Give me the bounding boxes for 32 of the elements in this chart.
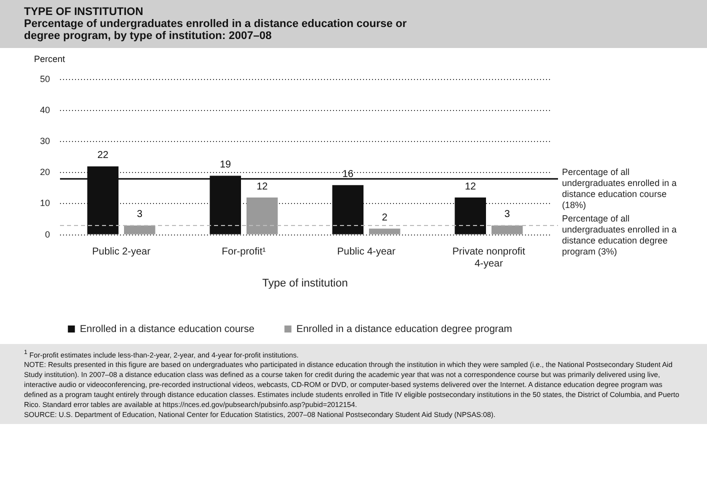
x-axis-title: Type of institution: [262, 277, 348, 290]
data-label: 16: [342, 168, 354, 180]
y-tick-label: 30: [40, 136, 50, 146]
y-tick-label: 50: [40, 74, 50, 84]
y-tick-label: 0: [44, 229, 50, 240]
chart-subtitle: Percentage of undergraduates enrolled in a distance education course or degree program, by type of institution: 2007–08: [24, 18, 408, 42]
data-label: 19: [220, 160, 232, 170]
data-label: 3: [504, 209, 510, 220]
data-label: 12: [256, 181, 268, 192]
bar: [124, 225, 156, 234]
bar: [369, 228, 400, 234]
data-label: 12: [464, 181, 476, 192]
ref-line-label: Percentage of all undergraduates enrolled in a distance education course (18%): [562, 166, 677, 210]
x-tick-label: For-profit¹: [222, 246, 266, 258]
data-label: 22: [97, 150, 109, 162]
legend-label: Enrolled in a distance education course: [80, 324, 255, 335]
legend-label: Enrolled in a distance education degree program: [296, 324, 512, 335]
bar: [492, 225, 523, 234]
x-tick-label: Private nonprofit 4-year: [452, 246, 526, 270]
ref-line-label: Percentage of all undergraduates enrolled in a distance education degree program (3%): [562, 213, 677, 256]
data-label: 2: [382, 212, 388, 224]
chart-title: TYPE OF INSTITUTION: [24, 6, 144, 18]
bar: [332, 185, 364, 234]
bar: [454, 198, 486, 234]
y-axis-title: Percent: [33, 53, 66, 64]
y-tick-label: 20: [40, 167, 50, 178]
bar: [246, 198, 278, 234]
x-tick-label: Public 4-year: [337, 246, 396, 258]
x-tick-label: Public 2-year: [92, 246, 152, 258]
y-tick-label: 10: [40, 198, 50, 208]
y-tick-label: 40: [40, 104, 50, 115]
data-label: 3: [136, 209, 143, 220]
